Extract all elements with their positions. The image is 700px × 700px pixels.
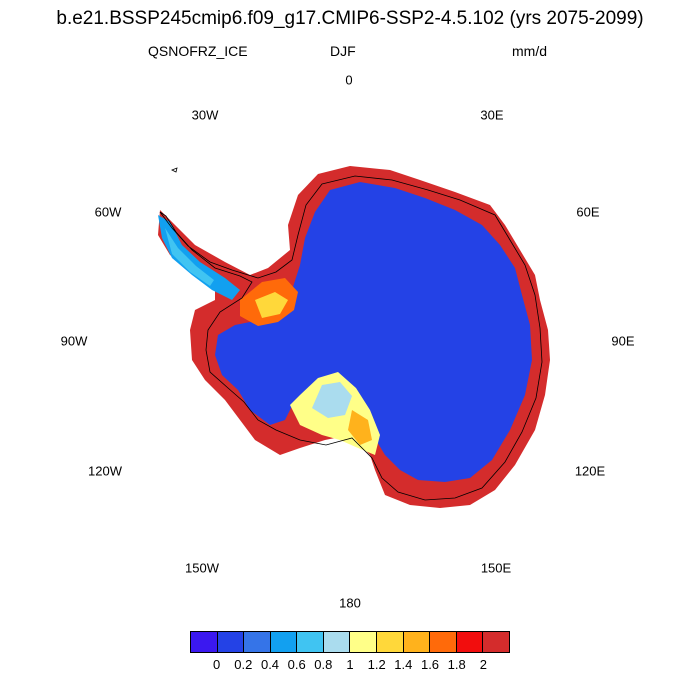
lon-label-120w: 120W — [88, 463, 122, 479]
lon-label-30w: 30W — [191, 107, 219, 123]
peninsula-light — [165, 228, 214, 286]
small-island — [171, 167, 178, 173]
colorbar-box-2 — [244, 632, 271, 652]
ross-shelf-light — [312, 382, 352, 418]
colorbar-tick-3: 0.6 — [287, 657, 306, 672]
colorbar-tick-6: 1.2 — [367, 657, 386, 672]
colorbar-box-1 — [217, 632, 245, 652]
plot-title: b.e21.BSSP245cmip6.f09_g17.CMIP6-SSP2-4.… — [56, 8, 644, 29]
colorbar — [190, 631, 510, 653]
weddell-yellow — [255, 292, 288, 318]
lon-label-60w: 60W — [94, 204, 122, 220]
lon-label-120e: 120E — [574, 463, 606, 479]
units-label: mm/d — [512, 43, 547, 59]
colorbar-box-4 — [297, 632, 324, 652]
lon-label-30e: 30E — [480, 107, 504, 123]
ross-shelf-orange — [348, 410, 372, 445]
colorbar-tick-4: 0.8 — [314, 657, 333, 672]
interior-field — [215, 182, 532, 482]
colorbar-box-9 — [430, 632, 457, 652]
colorbar-tick-9: 1.8 — [447, 657, 466, 672]
lon-label-150e: 150E — [480, 560, 512, 576]
colorbar-tick-7: 1.4 — [394, 657, 413, 672]
colorbar-box-6 — [350, 632, 378, 652]
variable-label: QSNOFRZ_ICE — [148, 43, 248, 59]
peninsula-field — [158, 215, 240, 300]
colorbar-box-8 — [403, 632, 431, 652]
colorbar-box-5 — [323, 632, 351, 652]
coastline — [159, 175, 543, 501]
lon-label-0: 0 — [345, 72, 353, 88]
colorbar-tick-1: 0.2 — [234, 657, 253, 672]
season-label: DJF — [330, 43, 356, 59]
colorbar-box-0 — [191, 632, 218, 652]
colorbar-tick-2: 0.4 — [260, 657, 280, 672]
lon-label-60e: 60E — [576, 204, 600, 220]
colorbar-labels: 0 0.2 0.4 0.6 0.8 1 1.2 1.4 1.6 1.8 2 — [190, 657, 510, 673]
lon-label-90w: 90W — [60, 333, 88, 349]
lon-label-90e: 90E — [611, 333, 635, 349]
antarctica-field — [158, 166, 550, 508]
colorbar-box-10 — [456, 632, 484, 652]
colorbar-tick-8: 1.6 — [420, 657, 440, 672]
colorbar-box-7 — [377, 632, 404, 652]
colorbar-tick-0: 0 — [213, 657, 221, 672]
colorbar-box-3 — [270, 632, 298, 652]
colorbar-tick-5: 1 — [346, 657, 354, 672]
lon-label-180: 180 — [339, 595, 361, 611]
lon-label-150w: 150W — [185, 560, 219, 576]
colorbar-tick-10: 2 — [479, 657, 487, 672]
colorbar-box-11 — [483, 632, 509, 652]
